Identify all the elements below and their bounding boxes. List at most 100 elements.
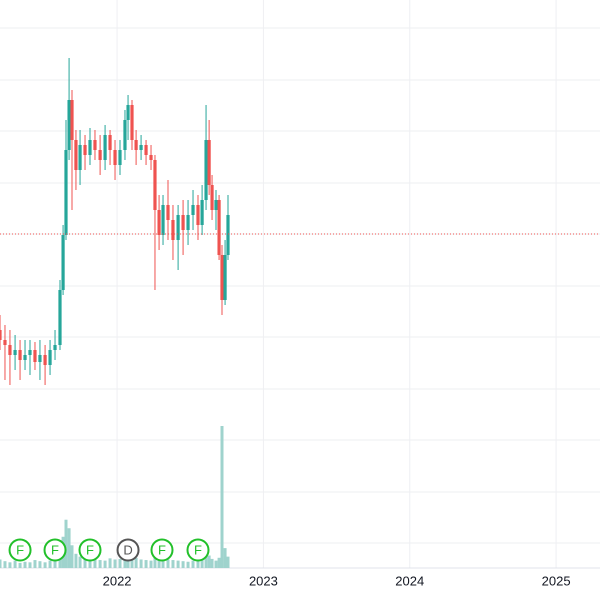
volume-bar [191, 560, 195, 568]
x-tick-label: 2024 [395, 573, 424, 588]
candle-body [98, 150, 102, 160]
candle-body [3, 340, 7, 345]
volume-bar [108, 558, 112, 568]
volume-bar [38, 561, 42, 568]
candle-body [53, 345, 57, 350]
candle-body [214, 200, 218, 210]
candle-body [153, 160, 157, 210]
candle-body [74, 140, 78, 170]
volume-bar [103, 560, 107, 568]
event-label: D [123, 542, 132, 557]
volume-bar [18, 562, 22, 568]
volume-bar [28, 562, 32, 568]
candle-body [113, 150, 117, 165]
volume-bar [204, 550, 208, 568]
volume-bar [13, 560, 17, 568]
grid [0, 27, 600, 544]
volume-bar [8, 562, 12, 568]
volume-bar [161, 558, 165, 568]
event-marker [150, 538, 174, 562]
event-marker [186, 538, 210, 562]
candle-body [88, 140, 92, 155]
candle-body [67, 100, 71, 150]
volume-bar [74, 553, 78, 568]
volume-bar [23, 561, 27, 568]
candle-body [103, 135, 107, 160]
volume-bar [78, 556, 82, 568]
candle-body [58, 290, 62, 345]
event-label: F [86, 542, 94, 557]
event-marker [116, 538, 140, 562]
candle-body [130, 105, 134, 140]
candle-body [161, 205, 165, 235]
volume-bar [153, 555, 157, 568]
x-tick-label: 2022 [103, 573, 132, 588]
candle-body [181, 215, 185, 230]
volume-bar [113, 559, 117, 568]
candle-body [191, 205, 195, 215]
candle-body [171, 220, 175, 240]
candle-body [204, 140, 208, 200]
candle-body [176, 215, 180, 240]
x-tick-label: 2025 [542, 573, 571, 588]
x-tick-label: 2023 [249, 573, 278, 588]
event-marker [43, 538, 67, 562]
candle-body [78, 145, 82, 170]
candle-body [144, 145, 148, 155]
candle-body [93, 140, 97, 150]
candle-body [207, 140, 211, 185]
candle-body [134, 140, 138, 150]
volume-bar [176, 560, 180, 568]
candle-body [48, 350, 52, 365]
candle-body [157, 210, 161, 235]
candle-body [13, 350, 17, 355]
volume-bar [217, 557, 221, 568]
candle-body [18, 350, 22, 360]
volume-bar [171, 560, 175, 568]
volume-bar [210, 558, 214, 568]
candle-body [61, 235, 65, 290]
volume-bar [149, 560, 153, 568]
volume-bar [53, 558, 57, 568]
candle-body [149, 155, 153, 160]
volume-bar [134, 557, 138, 568]
candle-body [118, 150, 122, 165]
volume-bar [0, 559, 2, 568]
event-marker [78, 538, 102, 562]
candle-body [83, 145, 87, 155]
volume-bar [144, 560, 148, 568]
candle-body [200, 200, 204, 225]
volume-bar [200, 559, 204, 568]
volume-bar [130, 554, 134, 568]
volume-bar [3, 561, 7, 568]
candle-body [126, 105, 130, 120]
candle-body [220, 255, 224, 300]
candle-body [166, 205, 170, 220]
volume-bar [48, 560, 52, 568]
candle-body [43, 355, 47, 365]
volume-bar [181, 561, 185, 568]
volume-bar [67, 528, 71, 568]
candle-body [217, 200, 221, 255]
event-label: F [16, 542, 24, 557]
candle-body [210, 185, 214, 210]
candle-body [23, 355, 27, 360]
candle-body [108, 135, 112, 150]
volume-bar [223, 548, 227, 568]
candle-body [139, 145, 143, 150]
volume-bar [196, 560, 200, 568]
candle-body [8, 345, 12, 355]
volume-bar [207, 555, 211, 568]
candle-body [28, 350, 32, 355]
volume-bar [157, 557, 161, 568]
volume-bar [220, 426, 224, 568]
volume-bar [166, 559, 170, 568]
volume-bar [226, 556, 230, 568]
event-label: F [158, 542, 166, 557]
candle-body [70, 100, 74, 140]
volume-bar [83, 557, 87, 568]
candle-body [226, 215, 230, 255]
volume-bar [93, 559, 97, 568]
volume-bar [98, 560, 102, 568]
